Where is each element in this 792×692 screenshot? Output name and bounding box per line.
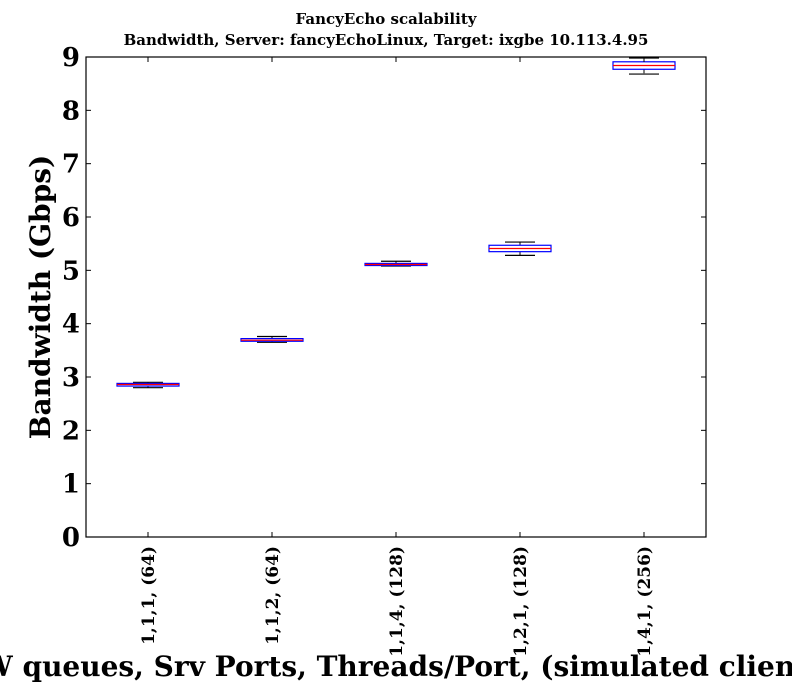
x-tick-label: 1,1,2, (64) xyxy=(263,546,283,645)
x-tick-label: 1,1,1, (64) xyxy=(139,546,159,645)
y-tick-label: 8 xyxy=(62,96,80,126)
y-tick-label: 5 xyxy=(62,256,80,286)
y-tick-label: 9 xyxy=(62,43,80,73)
chart-subtitle: Bandwidth, Server: fancyEchoLinux, Targe… xyxy=(124,31,649,49)
x-tick-label: 1,4,1, (256) xyxy=(635,546,655,657)
y-axis-label: Bandwidth (Gbps) xyxy=(24,155,57,439)
x-tick-label: 1,2,1, (128) xyxy=(511,546,531,657)
plot-area: 0 1 2 3 4 5 6 7 8 9 1,1,1, (64) 1,1,2, (64) 1,1,4, (… xyxy=(62,43,707,657)
chart-title: FancyEcho scalability xyxy=(296,10,478,28)
y-tick-label: 7 xyxy=(62,150,80,180)
y-tick-label: 1 xyxy=(62,470,80,500)
x-tick-label: 1,1,4, (128) xyxy=(387,546,407,657)
y-tick-label: 6 xyxy=(62,203,80,233)
plot-frame xyxy=(85,56,707,538)
y-tick-label: 2 xyxy=(62,416,80,446)
y-tick-label: 0 xyxy=(62,523,80,553)
y-tick-label: 4 xyxy=(62,310,80,340)
x-axis-label: HW queues, Srv Ports, Threads/Port, (sim… xyxy=(0,650,792,683)
y-tick-label: 3 xyxy=(62,363,80,393)
